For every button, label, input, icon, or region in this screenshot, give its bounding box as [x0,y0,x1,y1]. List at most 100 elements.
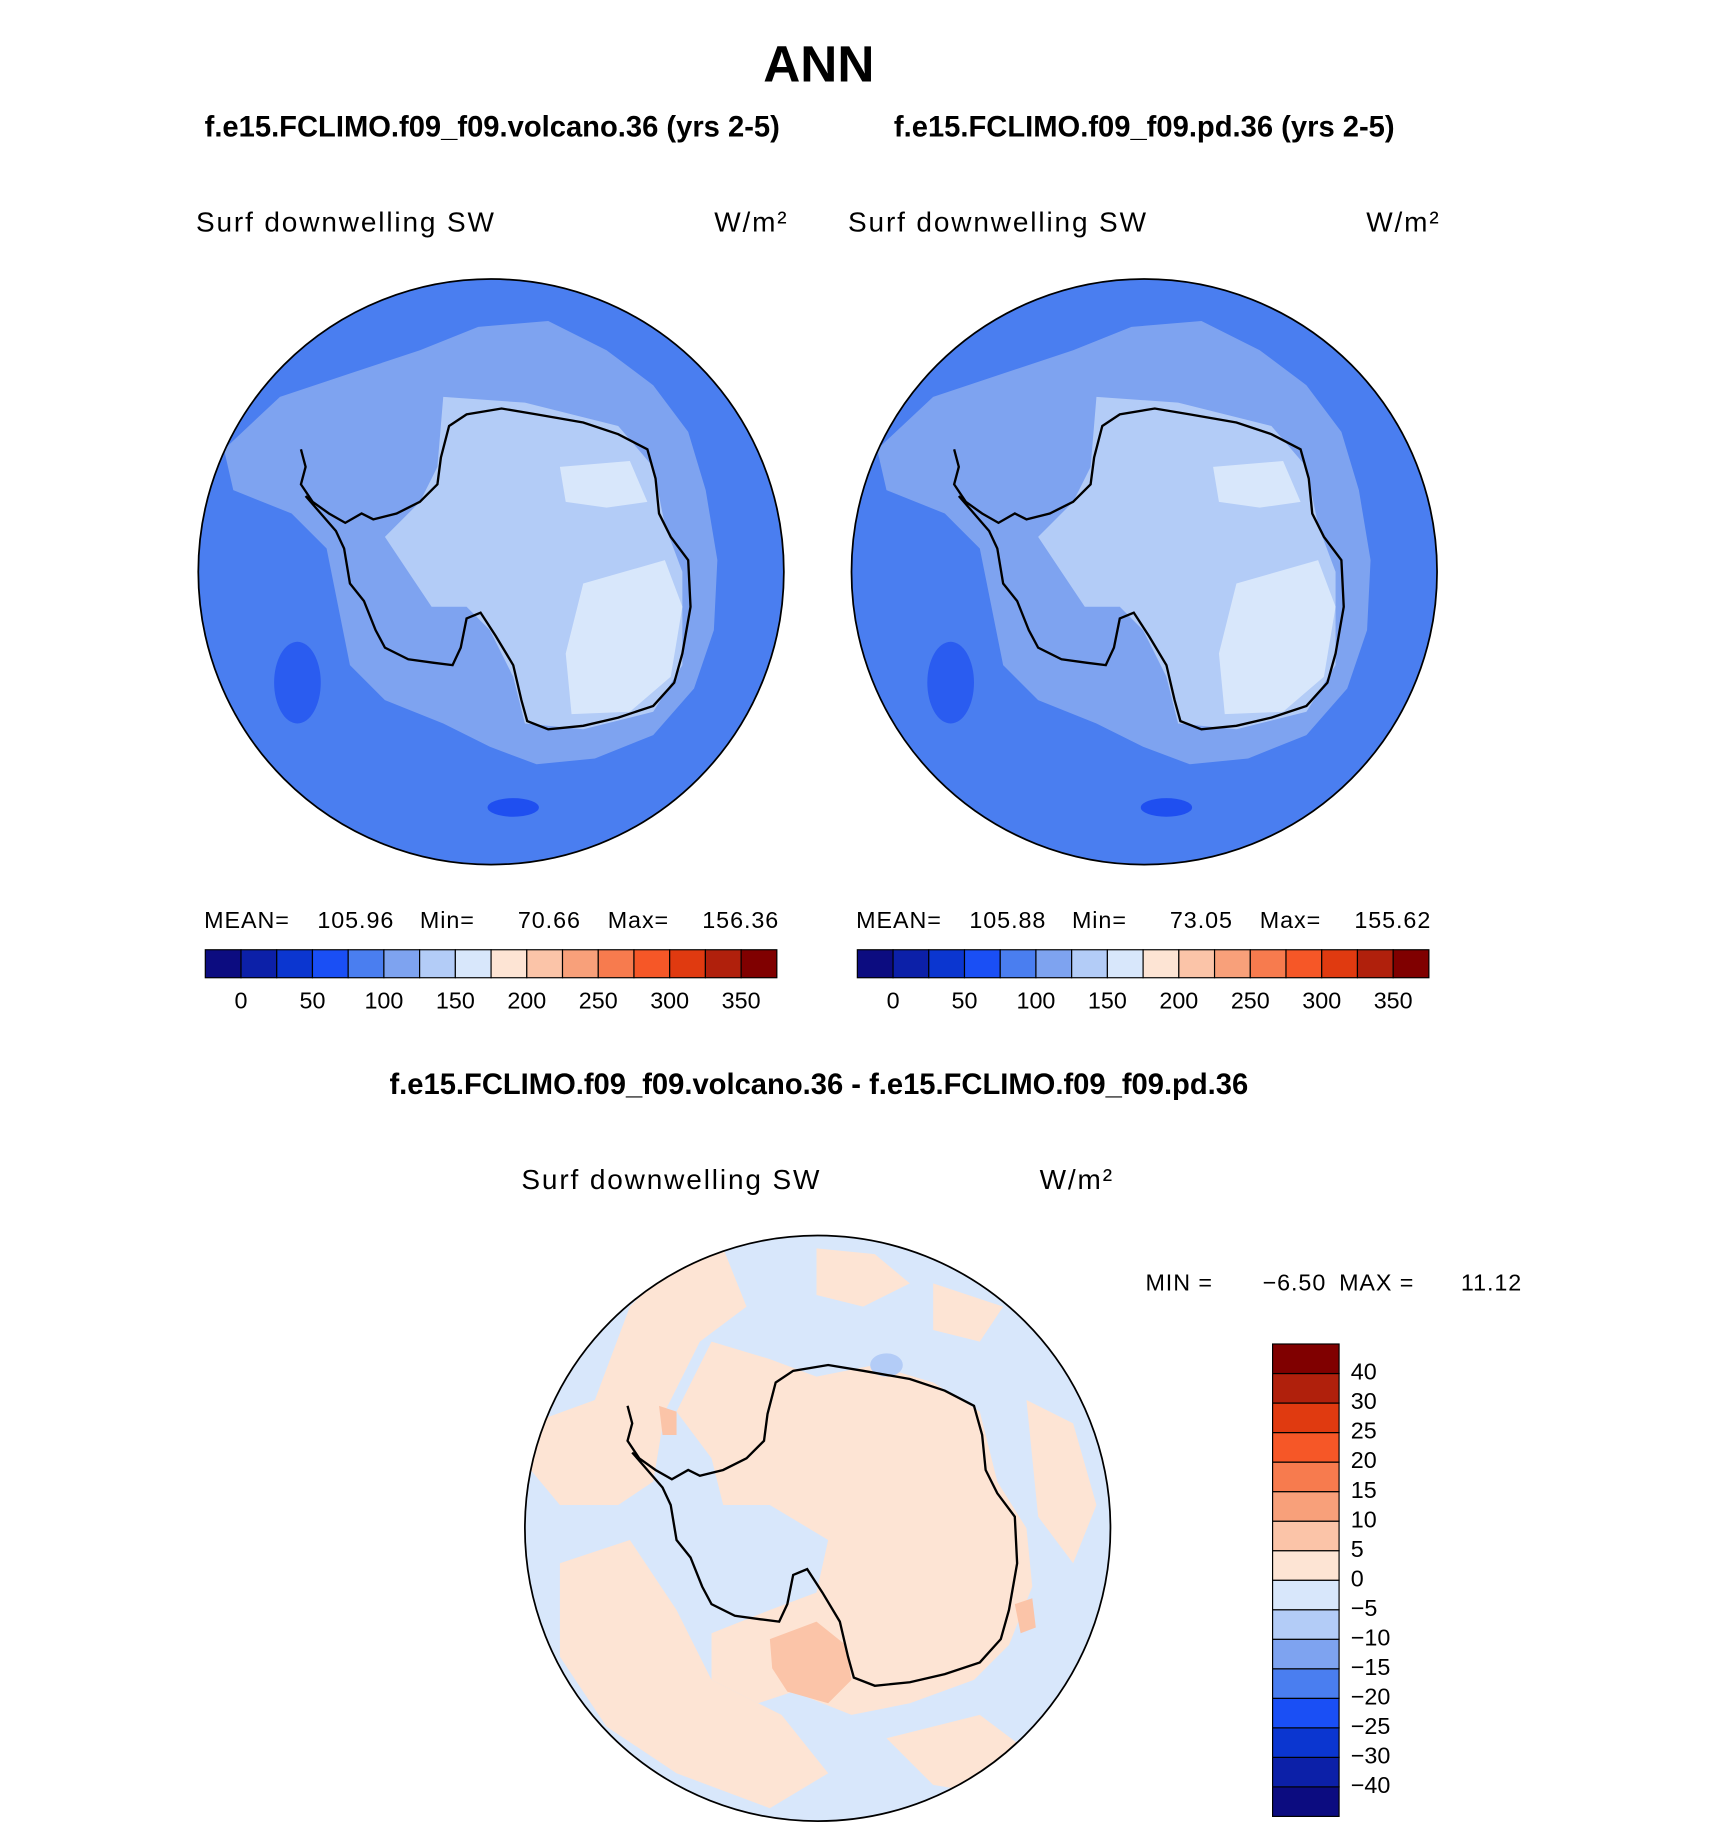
colorbar-box [1213,949,1251,979]
colorbar-label: 0 [1351,1565,1364,1591]
colorbar-label: 200 [507,987,546,1013]
colorbar-box [526,949,564,979]
map [524,1234,1112,1822]
colorbar-box [1356,949,1394,979]
colorbar-box [1272,1756,1340,1788]
colorbar-box [1272,1372,1340,1404]
colorbar-box [1272,1697,1340,1729]
colorbar-box [490,949,528,979]
variable-label: Surf downwelling SW [196,207,496,238]
colorbar-label: 200 [1159,987,1198,1013]
colorbar-box [963,949,1001,979]
colorbar-label: 0 [887,987,900,1013]
map-fill [198,279,784,865]
stat-value: 11.12 [1461,1270,1522,1296]
colorbar-label: 300 [650,987,689,1013]
colorbar-box [1272,1579,1340,1611]
colorbar-label: 0 [235,987,248,1013]
colorbar-box [276,949,314,979]
colorbar-label: 250 [1231,987,1270,1013]
colorbar-box [1321,949,1359,979]
contour-fill [559,1539,1027,1809]
colorbar-box [1272,1461,1340,1493]
colorbar-label: 40 [1351,1359,1377,1385]
colorbar-box [347,949,385,979]
colorbar-box [999,949,1037,979]
contour-fill [559,461,683,715]
colorbar-box [1285,949,1323,979]
stat-label: Max= [1260,907,1321,933]
units-label: W/m² [1366,207,1440,238]
stat-value: −6.50 [1263,1270,1327,1296]
colorbar-box [928,949,966,979]
colorbar-box [1272,1550,1340,1581]
colorbar-box [740,949,778,979]
colorbar-label: −5 [1351,1595,1378,1621]
colorbar-box [1071,949,1108,979]
colorbar-label: −15 [1351,1654,1391,1680]
variable-label: Surf downwelling SW [521,1164,821,1195]
map-border [524,1234,1112,1822]
stat-label: Min= [1072,907,1127,933]
colorbar-label: 150 [1088,987,1127,1013]
contour-fill [816,1248,1097,1564]
colorbar-label: 20 [1351,1447,1377,1473]
stat-label: MAX = [1339,1270,1414,1296]
colorbar-label: −20 [1351,1683,1391,1709]
map-fill [524,1235,1111,1822]
colorbar-label: −40 [1351,1772,1391,1798]
stat-value: 155.62 [1354,907,1431,933]
colorbar-label: −10 [1351,1624,1391,1650]
variable-label: Surf downwelling SW [848,207,1148,238]
colorbar-box [597,949,635,979]
colorbar-label: 30 [1351,1388,1377,1414]
colorbar-box [1272,1491,1340,1522]
colorbar-label: 25 [1351,1418,1377,1444]
stat-label: MIN = [1145,1270,1213,1296]
colorbar-label: 5 [1351,1536,1364,1562]
stat-value: 105.88 [969,907,1046,933]
stat-value: 73.05 [1170,907,1233,933]
colorbar-label: 350 [722,987,761,1013]
colorbar-label: 300 [1302,987,1341,1013]
colorbar-box [1106,949,1144,979]
difference-title: f.e15.FCLIMO.f09_f09.volcano.36 - f.e15.… [389,1069,1248,1101]
units-label: W/m² [1040,1164,1114,1195]
colorbar-box [1249,949,1287,979]
colorbar-label: −25 [1351,1713,1391,1739]
colorbar-box [633,949,671,979]
colorbar-label: −30 [1351,1743,1391,1769]
stat-label: Max= [608,907,669,933]
colorbar-box [1142,949,1180,979]
colorbar-box [419,949,456,979]
colorbar-box [204,949,242,979]
map [197,278,785,866]
map [852,279,1438,865]
stat-value: 105.96 [317,907,394,933]
colorbar-label: 50 [299,987,325,1013]
colorbar-box [311,949,349,979]
stat-label: Min= [420,907,475,933]
colorbar-box [1272,1727,1340,1758]
colorbar-label: 350 [1374,987,1413,1013]
panel-title: f.e15.FCLIMO.f09_f09.pd.36 (yrs 2-5) [894,111,1395,143]
panel-title: f.e15.FCLIMO.f09_f09.volcano.36 (yrs 2-5… [205,111,780,143]
colorbar-box [454,949,492,979]
colorbar-box [383,949,421,979]
contour-fill [530,1248,747,1505]
figure-title: ANN [763,35,874,92]
colorbar-box [892,949,930,979]
colorbar-label: 250 [579,987,618,1013]
colorbar-box [561,949,599,979]
contour-fill [274,641,321,724]
units-label: W/m² [714,207,788,238]
colorbar-box [1392,949,1430,979]
stat-label: MEAN= [856,907,942,933]
contour-fill [870,1353,903,1377]
contour-fill [487,798,539,817]
stat-label: MEAN= [204,907,290,933]
colorbar-box [1272,1638,1340,1670]
colorbar-box [1035,949,1073,979]
